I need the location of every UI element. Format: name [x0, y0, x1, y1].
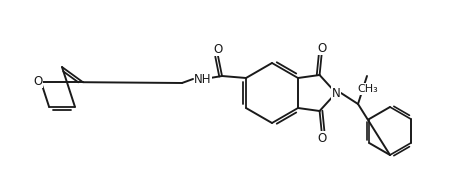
Text: O: O	[33, 75, 43, 88]
Text: O: O	[317, 41, 326, 54]
Text: O: O	[213, 42, 223, 55]
Text: O: O	[317, 132, 326, 145]
Text: N: N	[332, 86, 340, 100]
Text: NH: NH	[194, 73, 212, 86]
Text: CH₃: CH₃	[358, 84, 378, 94]
